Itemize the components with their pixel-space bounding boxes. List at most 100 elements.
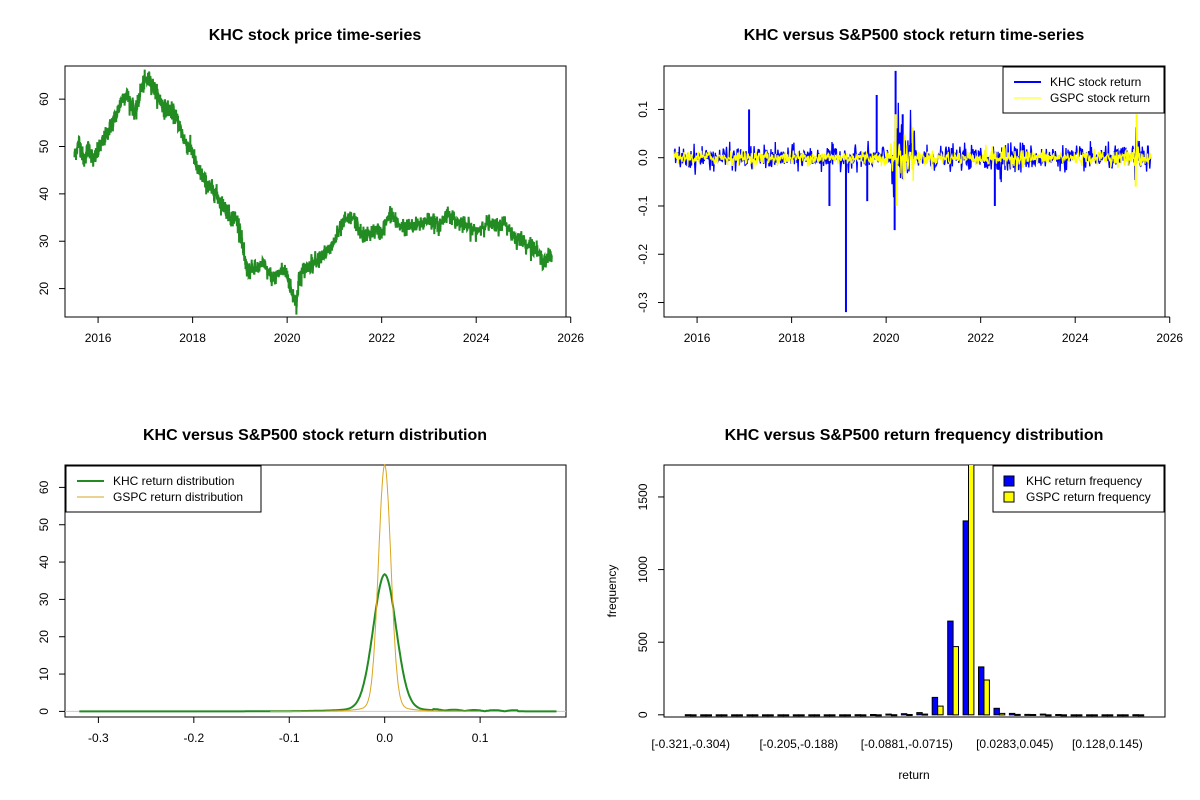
hist-x-tick-label: [0.128,0.145) bbox=[1072, 737, 1143, 751]
gspc-freq-bar bbox=[890, 714, 898, 717]
legend-label: KHC return distribution bbox=[113, 474, 234, 488]
hist-x-tick-label: [-0.321,-0.304) bbox=[651, 737, 730, 751]
khc-freq-bar bbox=[1070, 714, 1077, 717]
gspc-freq-bar bbox=[1014, 713, 1021, 716]
y-tick-label: 50 bbox=[37, 140, 51, 154]
gspc-freq-bar bbox=[968, 465, 975, 716]
legend-box bbox=[992, 465, 1165, 513]
gspc-freq-bar bbox=[782, 714, 790, 717]
legend-box bbox=[1002, 66, 1165, 114]
khc-freq-bar bbox=[823, 714, 831, 717]
khc-freq-bar bbox=[931, 696, 939, 716]
hist-x-tick-label: [-0.0881,-0.0715) bbox=[861, 737, 953, 751]
gspc-freq-bar bbox=[829, 714, 836, 717]
x-tick-label: 0.0 bbox=[376, 731, 393, 745]
legend-box bbox=[65, 465, 262, 513]
plot-frame-price bbox=[64, 65, 567, 318]
gspc-freq-bar bbox=[1029, 714, 1037, 716]
legend-swatch bbox=[1003, 475, 1015, 487]
gspc-freq-bar bbox=[952, 646, 959, 716]
khc-freq-bar bbox=[993, 707, 1000, 716]
gspc-freq-bar bbox=[906, 714, 913, 716]
gspc-freq-bar bbox=[1091, 714, 1098, 717]
x-tick-label: 2020 bbox=[873, 331, 900, 345]
x-tick-label: 2018 bbox=[778, 331, 805, 345]
gspc-freq-bar bbox=[767, 714, 774, 717]
gspc-freq-bar bbox=[983, 679, 990, 716]
gspc-freq-bar bbox=[752, 714, 759, 717]
chart-title-price: KHC stock price time-series bbox=[209, 27, 422, 44]
x-tick-label: 2024 bbox=[1062, 331, 1089, 345]
returns-panel: KHC versus S&P500 stock return time-seri… bbox=[636, 27, 1183, 345]
chart-title-hist: KHC versus S&P500 return frequency distr… bbox=[725, 427, 1104, 444]
y-tick-label: 30 bbox=[37, 234, 51, 248]
hist-x-tick-label: [-0.205,-0.188) bbox=[759, 737, 838, 751]
gspc-freq-bar bbox=[690, 714, 697, 717]
gspc-freq-bar bbox=[875, 714, 882, 717]
gspc-freq-bar bbox=[813, 714, 821, 717]
x-tick-label: 2024 bbox=[463, 331, 490, 345]
gspc-freq-bar bbox=[1045, 714, 1052, 717]
y-tick-label: 0 bbox=[37, 708, 51, 715]
khc-freq-bar bbox=[916, 712, 923, 716]
khc-freq-bar bbox=[731, 714, 738, 717]
gspc-freq-bar bbox=[1076, 714, 1083, 717]
khc-freq-bar bbox=[839, 714, 846, 717]
khc-freq-bar bbox=[870, 714, 877, 716]
gspc-density-curve bbox=[270, 463, 481, 712]
gspc-freq-bar bbox=[721, 714, 728, 717]
y-tick-label: 40 bbox=[37, 187, 51, 201]
y-tick-label: 0 bbox=[636, 711, 650, 718]
gspc-freq-bar bbox=[937, 705, 944, 716]
chart-title-density: KHC versus S&P500 stock return distribut… bbox=[143, 427, 487, 444]
y-tick-label: -0.3 bbox=[636, 292, 650, 313]
y-tick-label: 10 bbox=[37, 667, 51, 681]
legend-label: GSPC return distribution bbox=[113, 490, 243, 504]
khc-freq-bar bbox=[715, 714, 723, 717]
y-tick-label: 60 bbox=[37, 480, 51, 494]
y-tick-label: 50 bbox=[37, 518, 51, 532]
gspc-freq-bar bbox=[1106, 714, 1114, 717]
density-panel: KHC versus S&P500 stock return distribut… bbox=[37, 427, 567, 745]
hist-plot-area: 0 500 1000 1500 [-0.321,-0.304) [-0.205,-0.18… bbox=[636, 465, 1165, 751]
legend-label: KHC stock return bbox=[1050, 75, 1141, 89]
price-plot-area: 2016 2018 2020 2022 2024 2026 20 30 40 50 60 bbox=[37, 69, 584, 345]
gspc-freq-bar bbox=[921, 713, 929, 716]
y-tick-label: 20 bbox=[37, 282, 51, 296]
khc-freq-bar bbox=[1008, 712, 1016, 716]
khc-freq-bar bbox=[1086, 714, 1093, 717]
khc-freq-bar bbox=[1024, 713, 1031, 716]
gspc-freq-bar bbox=[798, 714, 805, 717]
khc-freq-bar bbox=[978, 666, 985, 716]
x-tick-label: 2020 bbox=[274, 331, 301, 345]
y-tick-label: 60 bbox=[37, 92, 51, 106]
khc-freq-bar bbox=[746, 714, 753, 717]
x-tick-label: 2022 bbox=[967, 331, 994, 345]
gspc-freq-bar bbox=[736, 714, 743, 717]
khc-freq-bar bbox=[792, 714, 800, 717]
khc-freq-bar bbox=[885, 713, 892, 716]
khc-freq-bar bbox=[962, 520, 969, 716]
y-tick-label: 20 bbox=[37, 630, 51, 644]
y-tick-label: 0.0 bbox=[636, 149, 650, 166]
khc-density-curve bbox=[79, 572, 557, 713]
legend-swatch bbox=[1003, 491, 1015, 503]
legend-label: GSPC return frequency bbox=[1026, 490, 1151, 504]
khc-freq-bar bbox=[1116, 714, 1124, 717]
khc-freq-bar bbox=[684, 714, 692, 717]
khc-freq-bar bbox=[947, 620, 954, 716]
price-series-line bbox=[73, 69, 553, 315]
khc-freq-bar bbox=[900, 713, 908, 716]
hist-bars bbox=[684, 465, 1145, 717]
y-tick-label: 40 bbox=[37, 555, 51, 569]
khc-freq-bar bbox=[700, 714, 707, 717]
gspc-freq-bar bbox=[1137, 714, 1145, 717]
x-tick-label: 2022 bbox=[368, 331, 395, 345]
x-tick-label: -0.3 bbox=[88, 731, 109, 745]
hist-xlabel: return bbox=[898, 768, 929, 782]
y-tick-label: -0.2 bbox=[636, 244, 650, 265]
y-tick-label: 1500 bbox=[636, 483, 650, 510]
legend-label: GSPC stock return bbox=[1050, 91, 1150, 105]
gspc-freq-bar bbox=[998, 712, 1006, 716]
gspc-freq-bar bbox=[844, 714, 851, 717]
